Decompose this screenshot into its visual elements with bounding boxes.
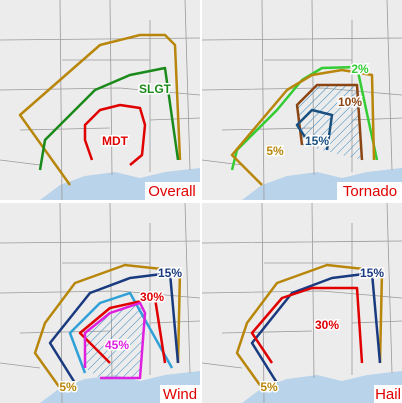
category-label: MDT (102, 134, 129, 148)
category-label: SLGT (139, 82, 172, 96)
hail-panel: 15% 30% 5% Hail (201, 202, 402, 403)
probability-label: 15% (158, 266, 182, 280)
probability-label: 30% (315, 318, 339, 332)
panel-title: Overall (148, 183, 196, 200)
probability-label: 30% (140, 290, 164, 304)
panel-title: Hail (375, 386, 401, 403)
wind-panel: 15% 30% 45% 5% Wind (0, 202, 201, 403)
panel-title: Wind (163, 386, 197, 403)
probability-label: 2% (351, 62, 369, 76)
probability-label: 15% (305, 134, 329, 148)
probability-label: 5% (266, 144, 284, 158)
probability-label: 45% (105, 338, 129, 352)
panel-title: Tornado (343, 183, 397, 200)
probability-label: 10% (338, 95, 362, 109)
tornado-panel: 2% 10% 15% 5% Tornado (201, 0, 402, 201)
overall-panel: SLGT MDT Overall (0, 0, 201, 201)
probability-label: 15% (360, 266, 384, 280)
probability-label: 5% (59, 380, 77, 394)
probability-label: 5% (260, 380, 278, 394)
